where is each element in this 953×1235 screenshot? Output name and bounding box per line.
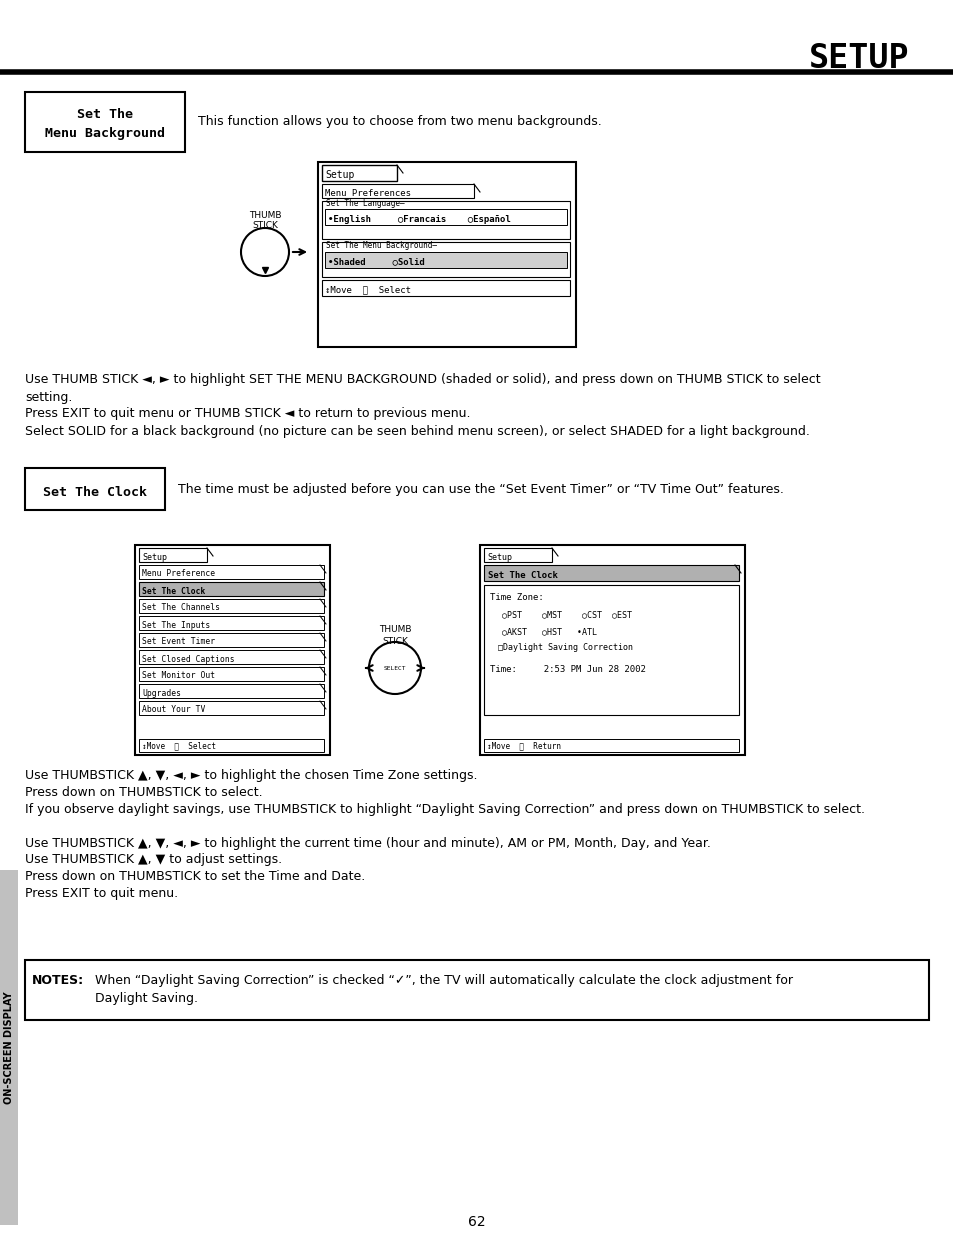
- Bar: [25, 468, 165, 510]
- Bar: [483, 564, 739, 580]
- Bar: [322, 242, 569, 277]
- Text: Set The: Set The: [77, 109, 132, 121]
- Bar: [139, 684, 324, 698]
- Text: NOTES:: NOTES:: [32, 974, 84, 987]
- Text: Upgrades: Upgrades: [142, 688, 181, 698]
- Text: Menu Preferences: Menu Preferences: [325, 189, 411, 198]
- Bar: [483, 585, 739, 715]
- Text: ○AKST   ○HST   •ATL: ○AKST ○HST •ATL: [501, 627, 597, 636]
- Circle shape: [241, 228, 289, 275]
- Bar: [25, 91, 185, 152]
- Text: Use THUMBSTICK ▲, ▼ to adjust settings.: Use THUMBSTICK ▲, ▼ to adjust settings.: [25, 853, 282, 867]
- Text: Select SOLID for a black background (no picture can be seen behind menu screen),: Select SOLID for a black background (no …: [25, 425, 809, 437]
- Text: Menu Preference: Menu Preference: [142, 569, 214, 578]
- Text: Set The Menu Background—: Set The Menu Background—: [326, 241, 436, 249]
- Bar: [139, 564, 324, 579]
- Text: ○PST    ○MST    ○CST  ○EST: ○PST ○MST ○CST ○EST: [501, 610, 631, 620]
- Text: STICK: STICK: [252, 221, 277, 231]
- Bar: [322, 280, 569, 296]
- Text: Setup: Setup: [142, 552, 167, 562]
- Text: This function allows you to choose from two menu backgrounds.: This function allows you to choose from …: [198, 116, 601, 128]
- Text: Press EXIT to quit menu or THUMB STICK ◄ to return to previous menu.: Press EXIT to quit menu or THUMB STICK ◄…: [25, 408, 470, 420]
- Text: ↕Move  Ⓢ  Select: ↕Move Ⓢ Select: [325, 285, 411, 294]
- Text: SETUP: SETUP: [808, 42, 909, 74]
- Text: THUMB: THUMB: [378, 625, 411, 635]
- Bar: [135, 545, 330, 755]
- Text: Setup: Setup: [486, 552, 512, 562]
- Bar: [139, 548, 207, 562]
- Text: About Your TV: About Your TV: [142, 705, 205, 715]
- Text: Set Monitor Out: Set Monitor Out: [142, 672, 214, 680]
- Text: setting.: setting.: [25, 390, 72, 404]
- Text: The time must be adjusted before you can use the “Set Event Timer” or “TV Time O: The time must be adjusted before you can…: [178, 483, 783, 496]
- Text: Use THUMB STICK ◄, ► to highlight SET THE MENU BACKGROUND (shaded or solid), and: Use THUMB STICK ◄, ► to highlight SET TH…: [25, 373, 820, 387]
- Bar: [139, 667, 324, 680]
- Text: •English     ○Francais    ○Español: •English ○Francais ○Español: [328, 215, 510, 224]
- Text: Set Event Timer: Set Event Timer: [142, 637, 214, 646]
- Text: Time Zone:: Time Zone:: [490, 594, 543, 603]
- Text: ↕Move  Ⓢ  Return: ↕Move Ⓢ Return: [486, 741, 560, 751]
- Text: Set The Clock: Set The Clock: [142, 587, 205, 595]
- Bar: [0, 869, 18, 1225]
- Text: 62: 62: [468, 1215, 485, 1229]
- Bar: [483, 548, 552, 562]
- Bar: [25, 960, 928, 1020]
- Text: Use THUMBSTICK ▲, ▼, ◄, ► to highlight the current time (hour and minute), AM or: Use THUMBSTICK ▲, ▼, ◄, ► to highlight t…: [25, 836, 710, 850]
- Bar: [139, 582, 324, 597]
- Bar: [139, 634, 324, 647]
- Bar: [139, 616, 324, 630]
- Text: Press down on THUMBSTICK to set the Time and Date.: Press down on THUMBSTICK to set the Time…: [25, 871, 365, 883]
- Bar: [325, 252, 566, 268]
- Text: ON-SCREEN DISPLAY: ON-SCREEN DISPLAY: [4, 992, 14, 1104]
- Text: Menu Background: Menu Background: [45, 126, 165, 140]
- Bar: [139, 650, 324, 664]
- Bar: [139, 599, 324, 613]
- Text: Set The Language—: Set The Language—: [326, 200, 404, 209]
- Text: When “Daylight Saving Correction” is checked “✓”, the TV will automatically calc: When “Daylight Saving Correction” is che…: [95, 974, 792, 1005]
- Circle shape: [369, 642, 420, 694]
- Text: □Daylight Saving Correction: □Daylight Saving Correction: [497, 643, 633, 652]
- Text: THUMB: THUMB: [249, 211, 281, 221]
- Text: Set The Clock: Set The Clock: [43, 485, 147, 499]
- Text: SELECT: SELECT: [383, 666, 406, 671]
- Bar: [322, 165, 396, 182]
- Text: Set Closed Captions: Set Closed Captions: [142, 655, 234, 663]
- Bar: [479, 545, 744, 755]
- Bar: [317, 162, 576, 347]
- Text: Press EXIT to quit menu.: Press EXIT to quit menu.: [25, 888, 178, 900]
- Text: If you observe daylight savings, use THUMBSTICK to highlight “Daylight Saving Co: If you observe daylight savings, use THU…: [25, 803, 864, 815]
- Text: •Shaded     ○Solid: •Shaded ○Solid: [328, 258, 424, 267]
- Bar: [139, 739, 324, 752]
- Text: STICK: STICK: [381, 636, 408, 646]
- Bar: [322, 184, 474, 198]
- Text: Set The Channels: Set The Channels: [142, 604, 220, 613]
- Text: Set The Clock: Set The Clock: [488, 571, 558, 579]
- Bar: [139, 701, 324, 715]
- Bar: [322, 201, 569, 240]
- Text: Set The Inputs: Set The Inputs: [142, 620, 210, 630]
- Bar: [325, 209, 566, 225]
- Text: Setup: Setup: [325, 170, 354, 180]
- Bar: [483, 739, 739, 752]
- Text: Time:     2:53 PM Jun 28 2002: Time: 2:53 PM Jun 28 2002: [490, 666, 645, 674]
- Text: Use THUMBSTICK ▲, ▼, ◄, ► to highlight the chosen Time Zone settings.: Use THUMBSTICK ▲, ▼, ◄, ► to highlight t…: [25, 768, 477, 782]
- Text: ↕Move  Ⓢ  Select: ↕Move Ⓢ Select: [142, 741, 215, 751]
- Text: Press down on THUMBSTICK to select.: Press down on THUMBSTICK to select.: [25, 785, 262, 799]
